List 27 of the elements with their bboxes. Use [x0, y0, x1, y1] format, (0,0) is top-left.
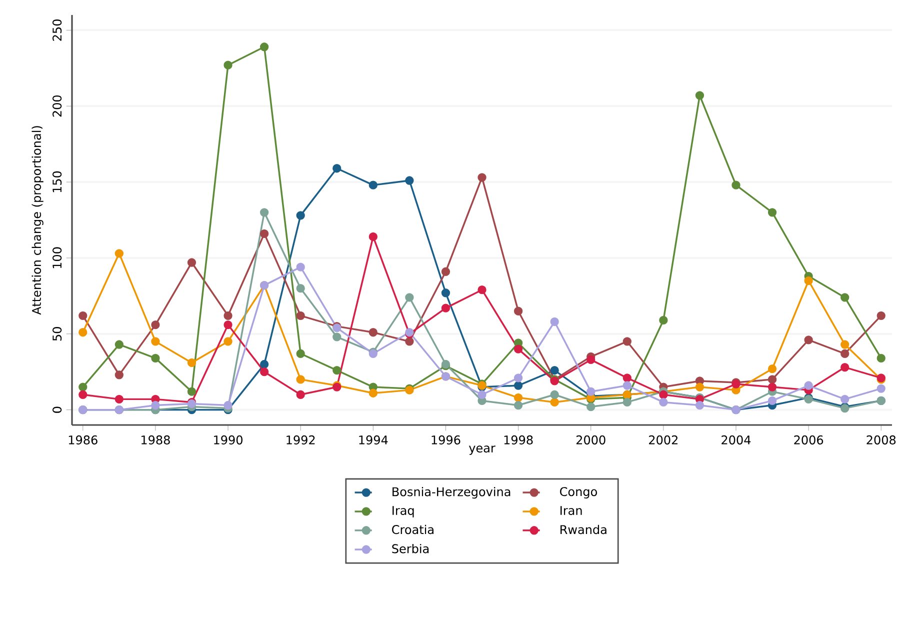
x-tick-label: 1986 [68, 435, 98, 444]
x-tick-label: 1994 [359, 435, 388, 444]
y-tick-label: 50 [52, 327, 62, 341]
y-tick-label: 150 [52, 171, 62, 192]
y-tick-label: 100 [52, 247, 62, 268]
legend-label: Bosnia-Herzegovina [392, 486, 510, 499]
y-tick-label: 200 [52, 95, 62, 117]
legend-label: Iran [560, 506, 582, 515]
x-tick-label: 2008 [866, 435, 896, 444]
y-tick-label: 0 [52, 406, 62, 413]
legend-label: Serbia [392, 544, 429, 554]
legend-label: Rwanda [560, 524, 606, 534]
x-tick-label: 2000 [576, 435, 606, 444]
legend-label: Croatia [392, 524, 434, 534]
y-axis-title: Attention change (proportional) [32, 126, 44, 315]
x-tick-label: 1992 [286, 435, 315, 444]
y-tick-label: 250 [52, 20, 62, 41]
x-tick-label: 1996 [432, 435, 460, 444]
legend-label: Congo [560, 487, 597, 498]
x-tick-label: 1998 [504, 435, 533, 444]
x-axis-title: year [468, 446, 496, 455]
x-tick-label: 2006 [794, 435, 824, 444]
x-tick-label: 2002 [649, 435, 678, 444]
x-tick-label: 2004 [722, 435, 751, 444]
legend-label: Iraq [392, 506, 414, 518]
x-tick-label: 1990 [214, 435, 242, 444]
x-tick-label: 1988 [142, 435, 170, 444]
